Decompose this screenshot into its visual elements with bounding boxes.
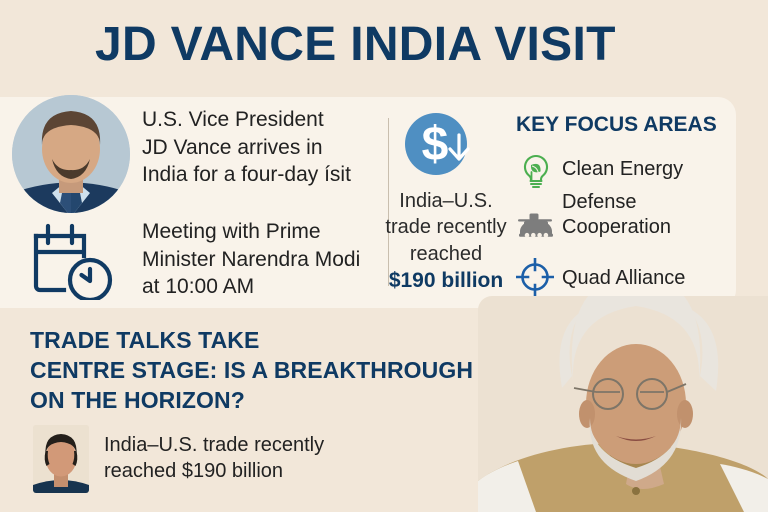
svg-text:$: $: [422, 118, 449, 171]
